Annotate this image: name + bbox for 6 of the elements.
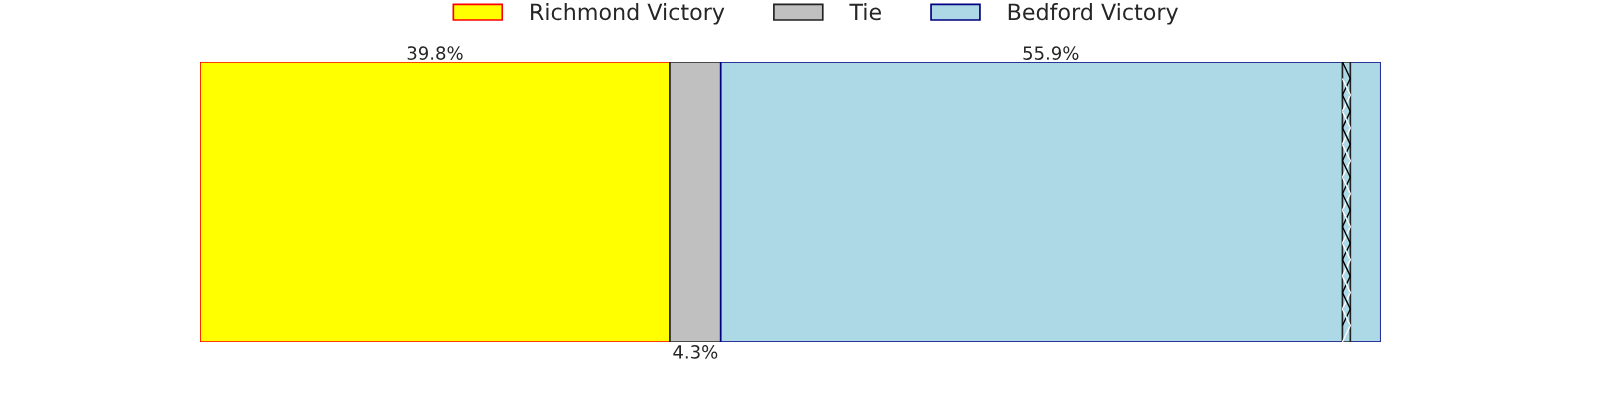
data-label: 55.9% bbox=[1023, 46, 1079, 60]
legend-label: Tie bbox=[849, 3, 881, 21]
legend-label: Bedford Victory bbox=[1008, 3, 1178, 25]
data-label: 39.8% bbox=[407, 46, 463, 60]
legend-label: Richmond Victory bbox=[531, 3, 725, 25]
data-label: 4.3% bbox=[673, 345, 718, 359]
